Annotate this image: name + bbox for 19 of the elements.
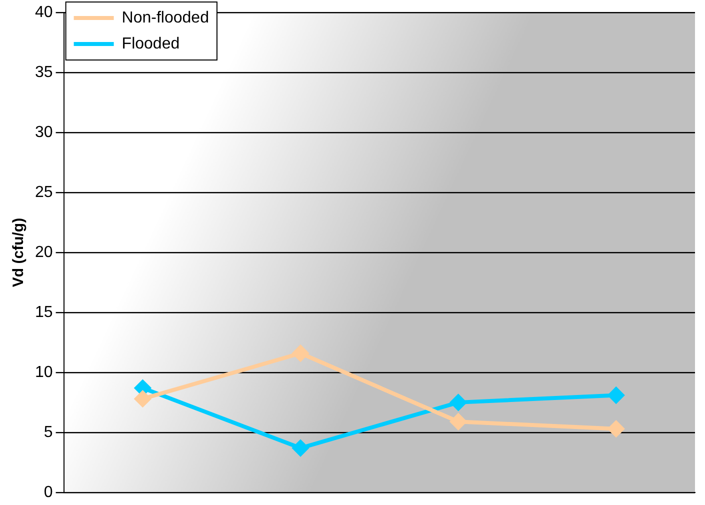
y-tick-label: 5 — [44, 424, 53, 441]
y-tick-label: 30 — [35, 124, 53, 141]
y-tick-label: 35 — [35, 64, 53, 81]
point — [608, 387, 624, 404]
y-tick-label: 0 — [44, 484, 53, 501]
point — [608, 420, 624, 437]
point — [450, 394, 466, 410]
point — [134, 390, 151, 407]
y-tick-label: 10 — [35, 364, 53, 381]
legend-label: Non-flooded — [122, 9, 209, 26]
y-axis-title: Vd (cfu/g) — [10, 218, 28, 288]
y-tick-label: 15 — [35, 304, 53, 321]
point — [450, 414, 466, 430]
legend-label: Flooded — [122, 35, 180, 52]
y-tick-label: 20 — [35, 244, 53, 261]
y-tick-label: 25 — [35, 184, 53, 201]
point — [292, 440, 308, 456]
y-tick-label: 40 — [35, 4, 53, 22]
point — [292, 345, 308, 362]
